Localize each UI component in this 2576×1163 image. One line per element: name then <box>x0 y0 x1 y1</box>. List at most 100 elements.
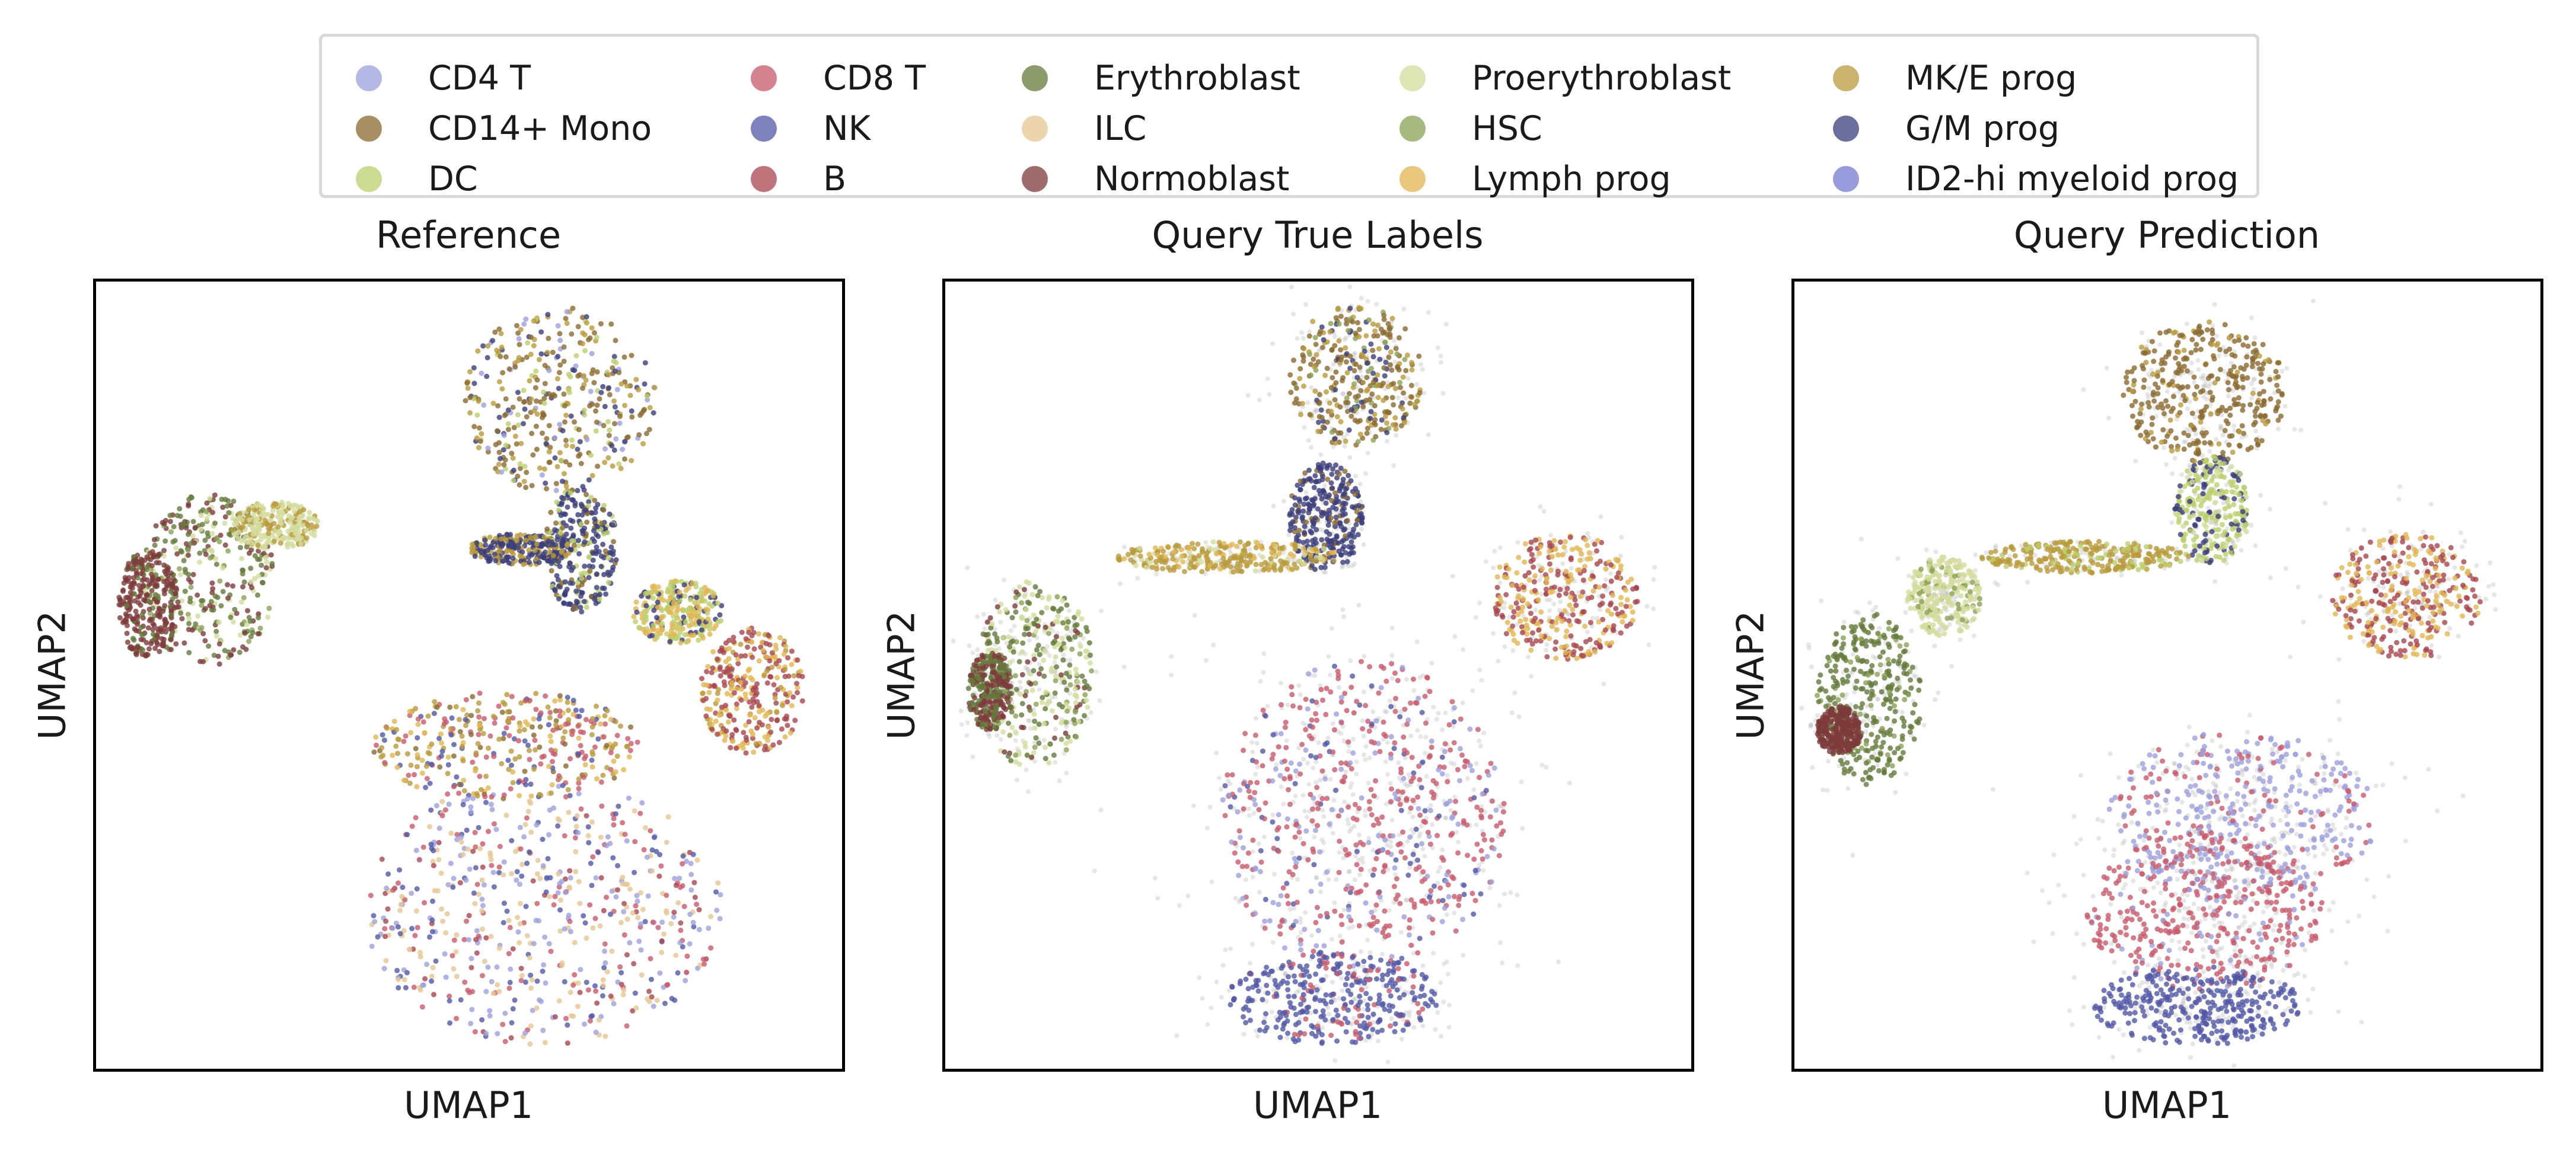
point-mk-e-prog <box>1356 334 1362 340</box>
point-cd4-t <box>644 854 650 860</box>
background-point <box>1391 463 1397 468</box>
point-normoblast <box>149 616 155 622</box>
point-mk-e-prog <box>589 749 595 755</box>
point-b <box>601 908 607 913</box>
point-cd8-t <box>541 753 547 759</box>
background-point <box>1305 761 1311 766</box>
background-point <box>1551 601 1557 606</box>
point-lymph-prog <box>476 723 482 729</box>
point-mk-e-prog <box>610 463 616 469</box>
point-cd4-t <box>573 363 579 369</box>
point-g-m-prog <box>515 545 521 551</box>
point-g-m-prog <box>560 496 566 501</box>
point-g-m-prog <box>575 446 581 452</box>
point-b <box>751 646 757 652</box>
point-cd4-t <box>671 914 677 920</box>
background-point <box>1313 875 1319 880</box>
point-mk-e-prog <box>517 728 522 734</box>
point-normoblast <box>151 554 157 560</box>
point-cd8-t <box>463 697 469 702</box>
point-g-m-prog <box>570 532 576 538</box>
background-point <box>1541 509 1547 514</box>
point-cd8-t <box>374 742 380 748</box>
point-mk-e-prog <box>547 715 553 721</box>
point-cd4-t <box>541 962 547 968</box>
point-erythroblast <box>170 539 176 545</box>
point-mk-e-prog <box>532 548 538 553</box>
point-cd4-t <box>557 421 563 427</box>
point-cd4-t <box>517 825 523 830</box>
point-nk <box>471 890 477 896</box>
point-erythroblast <box>256 615 262 621</box>
point-normoblast <box>263 565 269 571</box>
point-erythroblast <box>179 549 184 555</box>
point-cd4-t <box>683 858 689 864</box>
background-point <box>1388 839 1394 844</box>
point-mk-e-prog <box>553 722 559 728</box>
point-mk-e-prog <box>589 731 595 737</box>
point-b <box>725 668 731 674</box>
point-normoblast <box>154 640 160 646</box>
background-point <box>1300 720 1306 726</box>
point-ilc <box>668 921 674 926</box>
point-mk-e-prog <box>561 471 567 477</box>
point-lymph-prog <box>582 762 588 768</box>
point-dc <box>683 619 688 625</box>
point-g-m-prog <box>608 544 614 550</box>
background-point <box>1323 570 1328 575</box>
point-cd4-t <box>609 888 615 894</box>
point-cd4-t <box>638 921 643 927</box>
point-lymph-prog <box>549 782 555 788</box>
background-point <box>1508 890 1513 895</box>
point-ilc <box>556 998 562 1004</box>
background-point <box>1370 709 1376 714</box>
point-cd14-mono <box>1313 341 1319 347</box>
background-point <box>1392 359 1398 365</box>
point-nk <box>662 1001 668 1007</box>
point-ilc <box>633 1005 639 1011</box>
point-erythroblast <box>146 599 152 605</box>
point-cd14-mono <box>502 413 508 418</box>
point-nk <box>576 714 582 720</box>
point-mk-e-prog <box>471 545 477 551</box>
point-nk <box>589 1013 595 1019</box>
point-proerythroblast <box>252 576 258 582</box>
point-lymph-prog <box>589 764 595 770</box>
background-point <box>1520 826 1525 831</box>
background-point <box>1354 385 1360 390</box>
background-point <box>1538 592 1544 597</box>
point-cd14-mono <box>553 708 559 714</box>
point-cd8-t <box>412 932 418 938</box>
point-hsc <box>1397 379 1403 385</box>
point-mk-e-prog <box>537 791 543 797</box>
point-normoblast <box>186 552 192 558</box>
point-erythroblast <box>237 545 243 551</box>
point-g-m-prog <box>601 571 607 577</box>
point-ilc <box>453 949 459 955</box>
point-normoblast <box>162 603 168 609</box>
point-mk-e-prog <box>584 320 589 326</box>
background-point <box>1419 823 1424 829</box>
point-lymph-prog <box>438 731 444 737</box>
legend-entry-erythroblast: Erythroblast <box>1022 55 1300 102</box>
point-mk-e-prog <box>528 535 534 541</box>
point-cd8-t <box>474 881 480 887</box>
point-mk-e-prog <box>496 548 502 554</box>
point-lymph-prog <box>723 707 729 713</box>
point-cd8-t <box>441 721 447 727</box>
point-cd14-mono <box>557 362 563 368</box>
point-normoblast <box>248 547 254 553</box>
point-mk-e-prog <box>425 750 431 756</box>
point-erythroblast <box>222 648 228 653</box>
background-point <box>1226 778 1230 784</box>
point-g-m-prog <box>681 614 687 620</box>
point-normoblast <box>212 492 218 498</box>
point-g-m-prog <box>1346 427 1352 433</box>
point-dc <box>566 387 572 392</box>
point-proerythroblast <box>230 619 236 625</box>
point-dc <box>682 632 688 638</box>
point-cd14-mono <box>1384 409 1390 414</box>
point-cd14-mono <box>1408 382 1414 388</box>
point-g-m-prog <box>606 572 612 578</box>
point-ilc <box>574 813 580 819</box>
